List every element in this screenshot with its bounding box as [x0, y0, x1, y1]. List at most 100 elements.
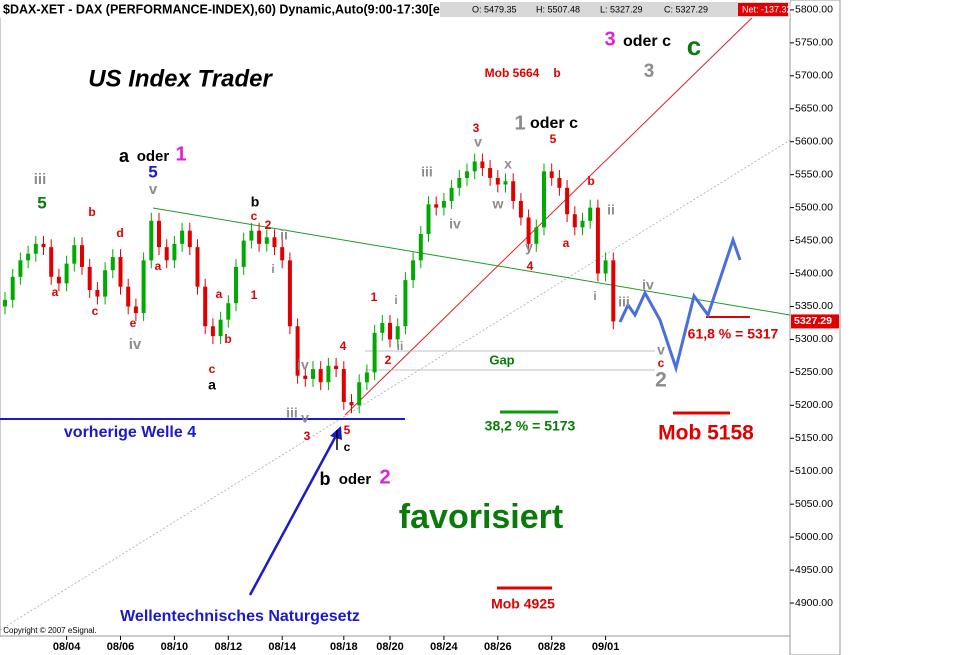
annotation: US Index Trader — [88, 65, 273, 92]
candle-body — [611, 260, 616, 322]
annotation: c — [344, 440, 351, 454]
y-tick-label: 5300.00 — [795, 333, 833, 345]
candle-body — [157, 220, 161, 248]
candle-body — [180, 230, 185, 244]
trend-line — [344, 9, 761, 416]
annotation: 4 — [527, 259, 534, 273]
candle-body — [226, 303, 231, 320]
annotation: c — [687, 31, 701, 61]
y-tick-label: 5650.00 — [795, 103, 833, 115]
candle-body — [149, 220, 154, 261]
annotation: iv — [129, 336, 142, 353]
arrow — [248, 431, 340, 596]
candle-body — [195, 247, 200, 287]
candle-body — [411, 260, 416, 281]
candle-body — [133, 306, 138, 314]
y-tick-label: 4950.00 — [795, 564, 833, 576]
annotation: 1 — [251, 288, 258, 302]
candle-body — [257, 230, 262, 244]
annotation: Mob 5664 — [485, 66, 540, 80]
copyright: Copyright © 2007 eSignal. — [3, 626, 97, 635]
annotation: 2 — [265, 218, 272, 232]
annotation: oder — [339, 471, 372, 488]
annotation: c — [92, 304, 99, 318]
annotation: x — [504, 156, 512, 172]
candle-body — [380, 322, 385, 333]
annotation: iii — [34, 171, 47, 188]
candle-body — [80, 245, 84, 267]
quote: O: 5479.35 — [472, 4, 517, 14]
candle-body — [518, 201, 523, 218]
candle-body — [33, 243, 38, 254]
candle-body — [303, 375, 308, 379]
candle-body — [72, 245, 77, 264]
candle-body — [56, 276, 61, 284]
annotation: v — [301, 410, 309, 426]
annotation: Wellentechnisches Naturgesetz — [120, 608, 360, 625]
annotation: 38,2 % = 5173 — [485, 418, 576, 434]
annotation: iii — [421, 164, 433, 180]
candle-body — [580, 220, 585, 228]
x-tick-label: 09/01 — [592, 641, 620, 653]
quote: C: 5327.29 — [664, 4, 708, 14]
y-tick-label: 5250.00 — [795, 366, 833, 378]
candle-body — [572, 214, 577, 228]
annotation: a — [52, 285, 59, 299]
candle-body — [241, 240, 246, 267]
annotation: b — [224, 332, 231, 346]
candle-body — [434, 204, 439, 208]
y-tick-label: 5350.00 — [795, 300, 833, 312]
arrow-head — [330, 426, 342, 440]
candle-body — [557, 177, 562, 188]
annotation: i — [394, 293, 397, 307]
y-tick-label: 5800.00 — [795, 4, 833, 16]
annotation: 3 — [304, 429, 311, 443]
annotation: ii — [607, 202, 615, 218]
candle-body — [388, 322, 392, 340]
annotation: c — [251, 209, 258, 223]
candle-body — [495, 177, 500, 185]
annotation: e — [130, 316, 137, 330]
annotation: Mob 4925 — [491, 596, 555, 612]
y-tick-label: 5600.00 — [795, 135, 833, 147]
candle-body — [249, 230, 254, 241]
annotation: ii — [397, 339, 404, 353]
last-price-box — [791, 314, 839, 329]
annotation: iv — [449, 216, 461, 232]
candle-body — [126, 286, 131, 307]
x-tick-label: 08/04 — [53, 641, 81, 653]
annotation: v — [474, 134, 482, 150]
projection-path — [618, 235, 742, 374]
annotation: y — [525, 239, 533, 255]
candle-body — [172, 243, 177, 261]
annotation: Mob 5158 — [658, 422, 754, 445]
candle-body — [526, 217, 531, 244]
annotation: oder c — [530, 115, 578, 132]
quote: H: 5507.48 — [536, 4, 580, 14]
candle-body — [3, 299, 7, 307]
x-tick-label: 08/12 — [215, 641, 243, 653]
last-price-label: 5327.29 — [794, 315, 832, 327]
x-tick-label: 08/18 — [330, 641, 358, 653]
candle-body — [95, 289, 100, 297]
annotation: 5 — [37, 193, 46, 212]
candle-body — [334, 365, 339, 370]
candle-body — [18, 260, 23, 277]
y-tick-label: 5500.00 — [795, 201, 833, 213]
x-tick-label: 08/24 — [430, 641, 458, 653]
candle-body — [480, 161, 485, 169]
x-tick-label: 08/06 — [107, 641, 135, 653]
candle-body — [10, 276, 15, 300]
annotation: iii — [286, 405, 298, 421]
candle-body — [357, 382, 362, 406]
candle-body — [503, 181, 508, 185]
candle-body — [588, 207, 593, 221]
annotation: 2 — [655, 369, 667, 392]
candle-body — [549, 171, 554, 178]
annotation: 5 — [344, 423, 351, 437]
candle-body — [418, 233, 423, 261]
candle-body — [395, 326, 400, 340]
annotation: v — [149, 181, 158, 198]
annotation: 5 — [550, 132, 557, 146]
candle-body — [272, 237, 277, 248]
